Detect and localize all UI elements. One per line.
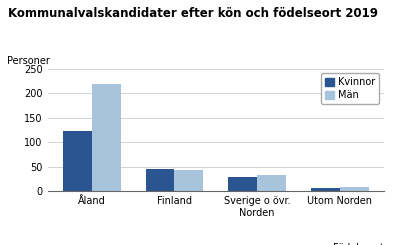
Bar bbox=[175, 170, 204, 191]
Text: Kommunalvalskandidater efter kön och födelseort 2019: Kommunalvalskandidater efter kön och föd… bbox=[8, 7, 378, 20]
Text: Personer: Personer bbox=[7, 56, 50, 66]
Legend: Kvinnor, Män: Kvinnor, Män bbox=[321, 74, 379, 104]
Text: Födelseort: Födelseort bbox=[333, 243, 384, 245]
Bar bbox=[311, 188, 340, 191]
Bar bbox=[257, 175, 286, 191]
Bar bbox=[92, 84, 121, 191]
Bar bbox=[63, 131, 92, 191]
Bar bbox=[228, 177, 257, 191]
Bar bbox=[340, 187, 369, 191]
Bar bbox=[145, 169, 175, 191]
